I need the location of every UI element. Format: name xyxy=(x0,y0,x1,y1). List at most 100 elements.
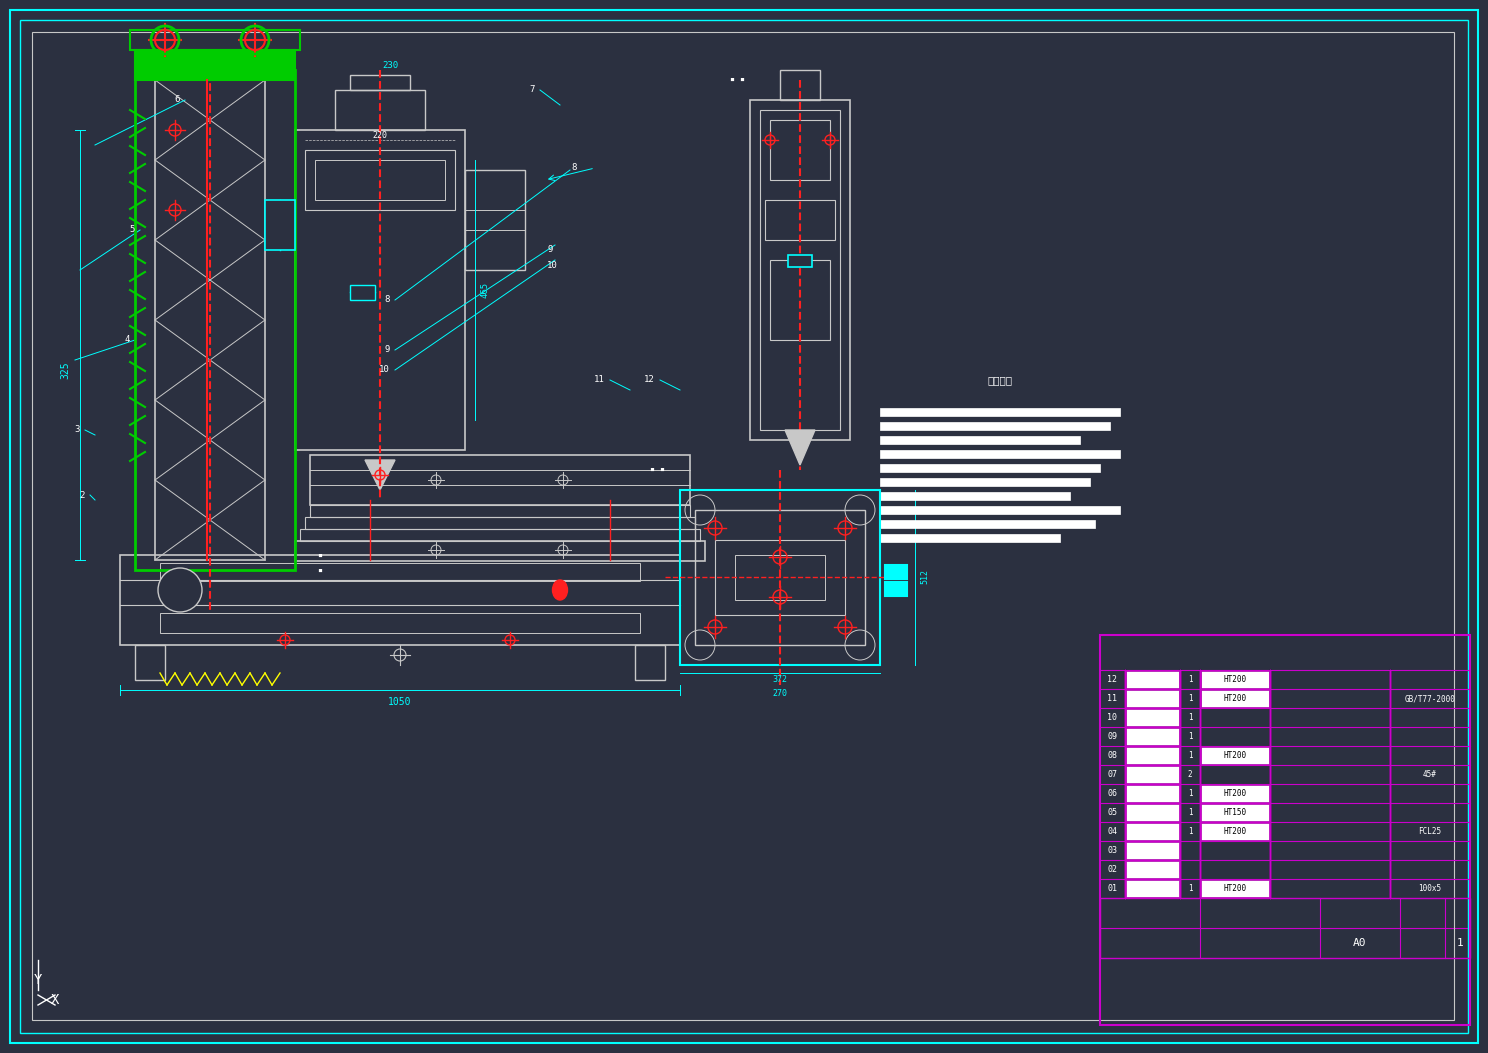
Text: 3: 3 xyxy=(74,425,80,435)
Bar xyxy=(789,255,812,267)
Text: FCL25: FCL25 xyxy=(1418,827,1442,836)
Text: 512: 512 xyxy=(921,570,930,584)
Bar xyxy=(305,517,695,529)
Text: HT200: HT200 xyxy=(1223,885,1247,893)
Bar xyxy=(750,100,850,440)
Text: 1: 1 xyxy=(1457,938,1463,948)
Text: 9: 9 xyxy=(384,345,390,355)
Bar xyxy=(295,541,705,561)
Text: ▪ ▪: ▪ ▪ xyxy=(650,465,665,475)
Bar xyxy=(265,200,295,250)
Bar xyxy=(1126,671,1178,688)
Text: HT150: HT150 xyxy=(1223,808,1247,817)
Bar xyxy=(310,505,690,517)
Bar xyxy=(1126,804,1178,821)
Text: 8: 8 xyxy=(571,163,576,173)
Bar xyxy=(135,645,165,680)
Bar xyxy=(464,170,525,270)
Text: 03: 03 xyxy=(1107,846,1117,855)
Bar xyxy=(305,150,455,210)
Text: Y: Y xyxy=(34,973,42,987)
Bar xyxy=(350,285,375,300)
Text: 45#: 45# xyxy=(1423,770,1437,779)
Bar xyxy=(1201,671,1269,688)
Bar xyxy=(135,69,295,570)
Text: 1: 1 xyxy=(1187,751,1192,760)
Bar xyxy=(1201,804,1269,821)
Bar xyxy=(1126,747,1178,764)
Text: 1: 1 xyxy=(1187,713,1192,722)
Text: HT200: HT200 xyxy=(1223,751,1247,760)
Bar xyxy=(879,534,1059,542)
Text: 1: 1 xyxy=(1187,789,1192,798)
Bar xyxy=(879,450,1120,458)
Text: 06: 06 xyxy=(1107,789,1117,798)
Bar xyxy=(1100,635,1470,1025)
Bar xyxy=(695,510,865,645)
Text: 1050: 1050 xyxy=(388,697,412,707)
Bar xyxy=(769,260,830,340)
Bar xyxy=(716,540,845,615)
Bar xyxy=(464,210,525,230)
Text: 270: 270 xyxy=(772,689,787,697)
Bar xyxy=(879,408,1120,416)
Bar xyxy=(760,110,841,430)
Text: 1: 1 xyxy=(1187,808,1192,817)
Text: 6: 6 xyxy=(174,96,180,104)
Bar xyxy=(765,200,835,240)
Bar xyxy=(1126,709,1178,726)
Text: A0: A0 xyxy=(1353,938,1367,948)
Bar xyxy=(1201,747,1269,764)
Bar xyxy=(735,555,824,600)
Bar xyxy=(129,29,301,49)
Bar xyxy=(1126,823,1178,840)
Ellipse shape xyxy=(552,580,567,600)
Text: HT200: HT200 xyxy=(1223,827,1247,836)
Text: 7: 7 xyxy=(530,85,536,95)
Bar xyxy=(121,555,680,645)
Bar xyxy=(301,529,699,541)
Bar xyxy=(879,520,1095,528)
Circle shape xyxy=(158,568,202,612)
Text: 11: 11 xyxy=(1107,694,1117,703)
Bar xyxy=(161,563,640,581)
Text: 07: 07 xyxy=(1107,770,1117,779)
Bar xyxy=(310,455,690,505)
Text: 04: 04 xyxy=(1107,827,1117,836)
Text: HT200: HT200 xyxy=(1223,789,1247,798)
Text: 技术要求: 技术要求 xyxy=(988,375,1012,385)
Text: 11: 11 xyxy=(594,376,606,384)
Text: ▪ ▪: ▪ ▪ xyxy=(731,76,745,84)
Text: ▪: ▪ xyxy=(317,565,323,575)
Bar xyxy=(1201,784,1269,802)
Text: 01: 01 xyxy=(1107,885,1117,893)
Text: 10: 10 xyxy=(1107,713,1117,722)
Bar xyxy=(1126,880,1178,897)
Text: 9: 9 xyxy=(548,245,552,255)
Bar xyxy=(1126,861,1178,878)
Bar xyxy=(1100,898,1470,958)
Text: 230: 230 xyxy=(382,60,399,69)
Bar xyxy=(1126,728,1178,746)
Text: 12: 12 xyxy=(1107,675,1117,684)
Text: 8: 8 xyxy=(384,296,390,304)
Bar xyxy=(1201,690,1269,707)
Text: 2: 2 xyxy=(1187,770,1192,779)
Text: 4: 4 xyxy=(125,336,129,344)
Bar xyxy=(680,490,879,665)
Text: 220: 220 xyxy=(372,131,387,139)
Text: 1: 1 xyxy=(1187,885,1192,893)
Text: HT200: HT200 xyxy=(1223,675,1247,684)
Bar xyxy=(879,436,1080,444)
Bar xyxy=(135,49,295,80)
Text: 325: 325 xyxy=(60,361,70,379)
Bar xyxy=(885,565,908,579)
Bar xyxy=(315,160,445,200)
Bar xyxy=(350,75,411,90)
Bar xyxy=(885,582,908,596)
Bar xyxy=(769,120,830,180)
Bar xyxy=(1201,880,1269,897)
Bar xyxy=(1126,766,1178,783)
Bar xyxy=(155,80,265,560)
Text: HT200: HT200 xyxy=(1223,694,1247,703)
